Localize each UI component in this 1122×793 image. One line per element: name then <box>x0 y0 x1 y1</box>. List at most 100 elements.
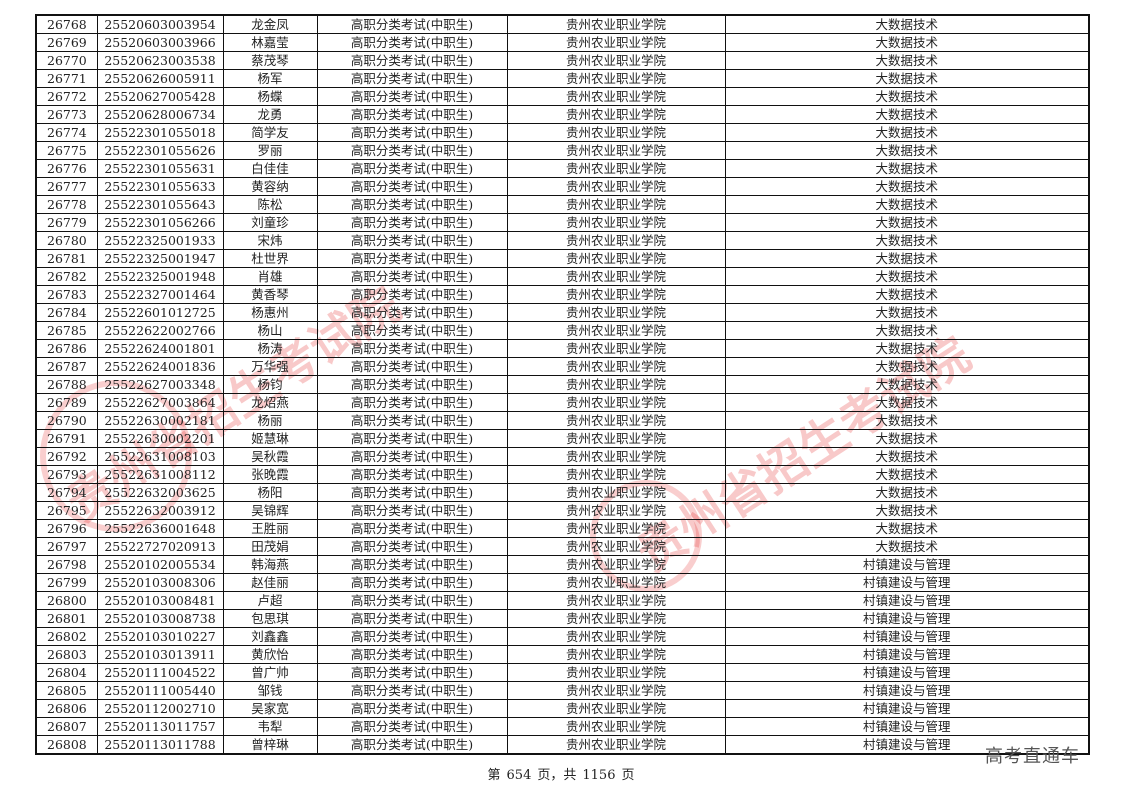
exam-type-cell: 高职分类考试(中职生) <box>316 483 508 502</box>
seq-number-cell: 26796 <box>35 519 98 538</box>
footer-mid: 页，共 <box>537 768 577 783</box>
candidate-number-cell: 25522624001801 <box>96 339 224 358</box>
candidate-number-cell: 25522631008112 <box>96 465 224 484</box>
student-name-cell: 杨钧 <box>222 375 318 394</box>
student-name-cell: 白佳佳 <box>222 159 318 178</box>
candidate-number-cell: 25520103008481 <box>96 591 224 610</box>
student-name-cell: 杨蝶 <box>222 87 318 106</box>
major-cell: 大数据技术 <box>724 141 1090 160</box>
college-cell: 贵州农业职业学院 <box>506 51 726 70</box>
college-cell: 贵州农业职业学院 <box>506 411 726 430</box>
exam-type-cell: 高职分类考试(中职生) <box>316 627 508 646</box>
table-row: 26783 25522327001464 黄香琴 高职分类考试(中职生) 贵州农业职业学… <box>35 285 1090 304</box>
seq-number-cell: 26790 <box>35 411 98 430</box>
major-cell: 大数据技术 <box>724 447 1090 466</box>
page-footer: 第 654 页，共 1156 页 <box>0 764 1122 783</box>
seq-number-cell: 26807 <box>35 717 98 736</box>
major-cell: 大数据技术 <box>724 231 1090 250</box>
candidate-number-cell: 25522624001836 <box>96 357 224 376</box>
seq-number-cell: 26808 <box>35 735 98 755</box>
candidate-number-cell: 25522632003625 <box>96 483 224 502</box>
exam-type-cell: 高职分类考试(中职生) <box>316 537 508 556</box>
candidate-number-cell: 25520113011788 <box>96 735 224 755</box>
table-row: 26780 25522325001933 宋炜 高职分类考试(中职生) 贵州农业职业学院… <box>35 231 1090 250</box>
exam-type-cell: 高职分类考试(中职生) <box>316 555 508 574</box>
table-row: 26808 25520113011788 曾梓琳 高职分类考试(中职生) 贵州农业职业学… <box>35 735 1090 755</box>
exam-type-cell: 高职分类考试(中职生) <box>316 339 508 358</box>
college-cell: 贵州农业职业学院 <box>506 591 726 610</box>
major-cell: 大数据技术 <box>724 267 1090 286</box>
exam-type-cell: 高职分类考试(中职生) <box>316 231 508 250</box>
exam-type-cell: 高职分类考试(中职生) <box>316 321 508 340</box>
table-row: 26787 25522624001836 万华强 高职分类考试(中职生) 贵州农业职业学… <box>35 357 1090 376</box>
seq-number-cell: 26801 <box>35 609 98 628</box>
exam-type-cell: 高职分类考试(中职生) <box>316 699 508 718</box>
candidate-number-cell: 25522301055018 <box>96 123 224 142</box>
major-cell: 大数据技术 <box>724 501 1090 520</box>
student-name-cell: 曾广帅 <box>222 663 318 682</box>
candidate-number-cell: 25522630002201 <box>96 429 224 448</box>
major-cell: 大数据技术 <box>724 339 1090 358</box>
candidate-number-cell: 25522301055633 <box>96 177 224 196</box>
student-name-cell: 杨涛 <box>222 339 318 358</box>
college-cell: 贵州农业职业学院 <box>506 303 726 322</box>
exam-type-cell: 高职分类考试(中职生) <box>316 357 508 376</box>
student-name-cell: 韩海燕 <box>222 555 318 574</box>
major-cell: 大数据技术 <box>724 105 1090 124</box>
seq-number-cell: 26803 <box>35 645 98 664</box>
seq-number-cell: 26793 <box>35 465 98 484</box>
candidate-number-cell: 25522627003348 <box>96 375 224 394</box>
college-cell: 贵州农业职业学院 <box>506 429 726 448</box>
college-cell: 贵州农业职业学院 <box>506 141 726 160</box>
seq-number-cell: 26795 <box>35 501 98 520</box>
major-cell: 大数据技术 <box>724 87 1090 106</box>
candidate-number-cell: 25522632003912 <box>96 501 224 520</box>
candidate-number-cell: 25520113011757 <box>96 717 224 736</box>
table-row: 26785 25522622002766 杨山 高职分类考试(中职生) 贵州农业职业学院… <box>35 321 1090 340</box>
table-row: 26777 25522301055633 黄容纳 高职分类考试(中职生) 贵州农业职业学… <box>35 177 1090 196</box>
candidate-number-cell: 25520111005440 <box>96 681 224 700</box>
table-row: 26779 25522301056266 刘童珍 高职分类考试(中职生) 贵州农业职业学… <box>35 213 1090 232</box>
major-cell: 大数据技术 <box>724 195 1090 214</box>
exam-type-cell: 高职分类考试(中职生) <box>316 375 508 394</box>
candidate-number-cell: 25522301055631 <box>96 159 224 178</box>
major-cell: 大数据技术 <box>724 33 1090 52</box>
table-row: 26803 25520103013911 黄欣怡 高职分类考试(中职生) 贵州农业职业学… <box>35 645 1090 664</box>
major-cell: 大数据技术 <box>724 393 1090 412</box>
table-row: 26774 25522301055018 简学友 高职分类考试(中职生) 贵州农业职业学… <box>35 123 1090 142</box>
student-name-cell: 吴锦辉 <box>222 501 318 520</box>
candidate-number-cell: 25522727020913 <box>96 537 224 556</box>
table-row: 26791 25522630002201 姬慧琳 高职分类考试(中职生) 贵州农业职业学… <box>35 429 1090 448</box>
exam-type-cell: 高职分类考试(中职生) <box>316 213 508 232</box>
college-cell: 贵州农业职业学院 <box>506 501 726 520</box>
candidate-number-cell: 25522627003864 <box>96 393 224 412</box>
total-pages: 1156 <box>582 768 616 783</box>
student-name-cell: 杨山 <box>222 321 318 340</box>
table-row: 26782 25522325001948 肖雄 高职分类考试(中职生) 贵州农业职业学院… <box>35 267 1090 286</box>
major-cell: 大数据技术 <box>724 51 1090 70</box>
exam-type-cell: 高职分类考试(中职生) <box>316 591 508 610</box>
candidate-number-cell: 25520103010227 <box>96 627 224 646</box>
student-name-cell: 赵佳丽 <box>222 573 318 592</box>
student-name-cell: 王胜丽 <box>222 519 318 538</box>
candidate-number-cell: 25522630002181 <box>96 411 224 430</box>
table-row: 26778 25522301055643 陈松 高职分类考试(中职生) 贵州农业职业学院… <box>35 195 1090 214</box>
seq-number-cell: 26780 <box>35 231 98 250</box>
table-row: 26796 25522636001648 王胜丽 高职分类考试(中职生) 贵州农业职业学… <box>35 519 1090 538</box>
student-name-cell: 杨军 <box>222 69 318 88</box>
student-name-cell: 肖雄 <box>222 267 318 286</box>
student-name-cell: 曾梓琳 <box>222 735 318 755</box>
college-cell: 贵州农业职业学院 <box>506 177 726 196</box>
major-cell: 大数据技术 <box>724 285 1090 304</box>
college-cell: 贵州农业职业学院 <box>506 375 726 394</box>
candidate-number-cell: 25520603003954 <box>96 14 224 34</box>
major-cell: 大数据技术 <box>724 429 1090 448</box>
exam-type-cell: 高职分类考试(中职生) <box>316 285 508 304</box>
table-row: 26799 25520103008306 赵佳丽 高职分类考试(中职生) 贵州农业职业学… <box>35 573 1090 592</box>
seq-number-cell: 26787 <box>35 357 98 376</box>
table-row: 26768 25520603003954 龙金凤 高职分类考试(中职生) 贵州农业职业学… <box>35 14 1090 34</box>
major-cell: 村镇建设与管理 <box>724 609 1090 628</box>
seq-number-cell: 26777 <box>35 177 98 196</box>
table-row: 26794 25522632003625 杨阳 高职分类考试(中职生) 贵州农业职业学院… <box>35 483 1090 502</box>
candidate-number-cell: 25520112002710 <box>96 699 224 718</box>
